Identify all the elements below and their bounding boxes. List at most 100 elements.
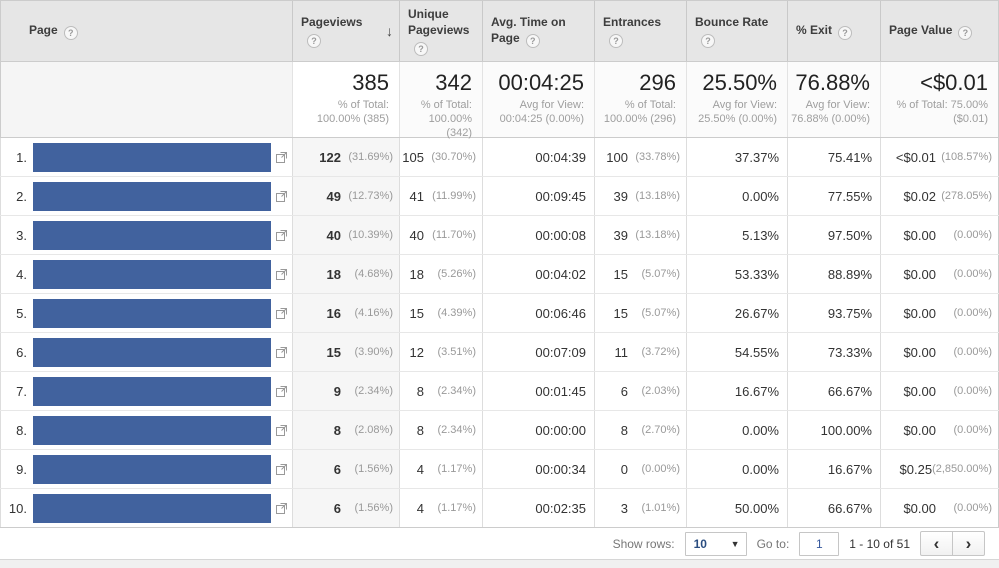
cell-percent: (4.39%) bbox=[437, 307, 476, 319]
page-link-redacted[interactable] bbox=[33, 493, 271, 523]
help-icon[interactable]: ? bbox=[525, 34, 540, 48]
help-icon[interactable]: ? bbox=[307, 34, 321, 48]
column-header-entrances[interactable]: Entrances? bbox=[595, 1, 687, 61]
bounce-rate-cell: 0.00% bbox=[687, 411, 788, 449]
page-cell: 2. bbox=[0, 177, 293, 215]
total-note: Avg for View: 00:04:25 (0.00%) bbox=[499, 99, 584, 125]
column-header-page[interactable]: Page? bbox=[0, 1, 293, 61]
entrances-cell: 6 (2.03%) bbox=[595, 372, 687, 410]
column-header-page-value[interactable]: Page Value? bbox=[881, 1, 999, 61]
percent-exit-cell: 73.33% bbox=[788, 333, 881, 371]
pageviews-cell: 18 (4.68%) bbox=[293, 255, 400, 293]
cell-value: 8 bbox=[416, 422, 424, 438]
percent-exit-cell: 93.75% bbox=[788, 294, 881, 332]
column-header-unique-pageviews[interactable]: Unique Pageviews? bbox=[400, 1, 483, 61]
cell-percent: (1.17%) bbox=[437, 502, 476, 514]
unique-pageviews-cell: 18 (5.26%) bbox=[400, 255, 483, 293]
help-icon[interactable]: ? bbox=[414, 42, 428, 56]
cell-percent: (5.07%) bbox=[641, 307, 680, 319]
avg-time-cell: 00:04:02 bbox=[483, 255, 595, 293]
help-icon[interactable]: ? bbox=[701, 34, 715, 48]
page-link-redacted[interactable] bbox=[33, 142, 271, 172]
total-note: % of Total: 100.00% (296) bbox=[603, 99, 676, 125]
bounce-rate-cell: 0.00% bbox=[687, 450, 788, 488]
goto-page-input[interactable] bbox=[799, 531, 840, 556]
cell-value: 39 bbox=[613, 227, 628, 243]
cell-value: 100 bbox=[606, 149, 628, 165]
open-in-new-icon[interactable] bbox=[275, 151, 288, 164]
table-row: 1. 122 (31.69%) 105 (30.70%) 00:04:39 100 (… bbox=[0, 138, 999, 177]
open-in-new-icon[interactable] bbox=[275, 502, 288, 515]
column-header-percent-exit[interactable]: % Exit? bbox=[788, 1, 881, 61]
cell-value: 15 bbox=[613, 305, 628, 321]
cell-value: 9 bbox=[333, 383, 341, 399]
column-header-bounce-rate[interactable]: Bounce Rate? bbox=[687, 1, 788, 61]
cell-percent: (5.07%) bbox=[641, 268, 680, 280]
show-rows-value: 10 bbox=[693, 536, 707, 551]
avg-time-cell: 00:00:08 bbox=[483, 216, 595, 254]
open-in-new-icon[interactable] bbox=[275, 229, 288, 242]
cell-value: $0.00 bbox=[903, 500, 936, 516]
cell-percent: (12.73%) bbox=[348, 190, 393, 202]
show-rows-select[interactable]: 10 ▼ bbox=[684, 531, 747, 556]
cell-value: 41 bbox=[409, 188, 424, 204]
column-header-avg-time[interactable]: Avg. Time on Page? bbox=[483, 1, 595, 61]
cell-value: 00:07:09 bbox=[535, 344, 586, 360]
open-in-new-icon[interactable] bbox=[275, 190, 288, 203]
help-icon[interactable]: ? bbox=[838, 26, 853, 40]
cell-value: 6 bbox=[333, 461, 341, 477]
entrances-cell: 0 (0.00%) bbox=[595, 450, 687, 488]
percent-exit-cell: 75.41% bbox=[788, 138, 881, 176]
cell-value: 00:04:02 bbox=[535, 266, 586, 282]
cell-percent: (30.70%) bbox=[431, 151, 476, 163]
pageviews-cell: 49 (12.73%) bbox=[293, 177, 400, 215]
column-label-entrances: Entrances bbox=[603, 15, 662, 29]
row-rank: 4. bbox=[16, 266, 27, 282]
page-link-redacted[interactable] bbox=[33, 298, 271, 328]
page-link-redacted[interactable] bbox=[33, 220, 271, 250]
page-link-redacted[interactable] bbox=[33, 259, 271, 289]
total-value: 385 bbox=[352, 70, 389, 95]
open-in-new-icon[interactable] bbox=[275, 424, 288, 437]
cell-value: 00:00:08 bbox=[535, 227, 586, 243]
page-cell: 7. bbox=[0, 372, 293, 410]
table-row: 6. 15 (3.90%) 12 (3.51%) 00:07:09 11 (3.72%… bbox=[0, 333, 999, 372]
page-link-redacted[interactable] bbox=[33, 376, 271, 406]
help-icon[interactable]: ? bbox=[958, 26, 973, 40]
open-in-new-icon[interactable] bbox=[275, 385, 288, 398]
cell-value: 16.67% bbox=[734, 383, 779, 399]
total-value: 76.88% bbox=[795, 70, 870, 95]
entrances-cell: 100 (33.78%) bbox=[595, 138, 687, 176]
column-header-pageviews[interactable]: Pageviews? ↓ bbox=[293, 1, 400, 61]
page-link-redacted[interactable] bbox=[33, 337, 271, 367]
cell-value: 97.50% bbox=[827, 227, 872, 243]
pageviews-cell: 40 (10.39%) bbox=[293, 216, 400, 254]
page-cell: 4. bbox=[0, 255, 293, 293]
entrances-cell: 11 (3.72%) bbox=[595, 333, 687, 371]
page-link-redacted[interactable] bbox=[33, 454, 271, 484]
next-page-button[interactable]: › bbox=[952, 531, 985, 556]
unique-pageviews-cell: 15 (4.39%) bbox=[400, 294, 483, 332]
sort-desc-icon[interactable]: ↓ bbox=[386, 23, 393, 39]
cell-value: 18 bbox=[326, 266, 341, 282]
totals-page-value: <$0.01 % of Total: 75.00% ($0.01) bbox=[881, 62, 999, 137]
total-value: 342 bbox=[435, 70, 472, 95]
open-in-new-icon[interactable] bbox=[275, 463, 288, 476]
page-link-redacted[interactable] bbox=[33, 415, 271, 445]
prev-page-button[interactable]: ‹ bbox=[920, 531, 953, 556]
help-icon[interactable]: ? bbox=[63, 26, 78, 40]
open-in-new-icon[interactable] bbox=[275, 268, 288, 281]
cell-percent: (0.00%) bbox=[953, 502, 992, 514]
open-in-new-icon[interactable] bbox=[275, 307, 288, 320]
row-rank: 8. bbox=[16, 422, 27, 438]
cell-percent: (1.17%) bbox=[437, 463, 476, 475]
cell-percent: (5.26%) bbox=[437, 268, 476, 280]
table-row: 10. 6 (1.56%) 4 (1.17%) 00:02:35 3 (1.01%) … bbox=[0, 489, 999, 528]
help-icon[interactable]: ? bbox=[609, 34, 623, 48]
cell-value: 0 bbox=[620, 461, 628, 477]
percent-exit-cell: 77.55% bbox=[788, 177, 881, 215]
open-in-new-icon[interactable] bbox=[275, 346, 288, 359]
page-link-redacted[interactable] bbox=[33, 181, 271, 211]
cell-value: 3 bbox=[620, 500, 628, 516]
page-cell: 8. bbox=[0, 411, 293, 449]
